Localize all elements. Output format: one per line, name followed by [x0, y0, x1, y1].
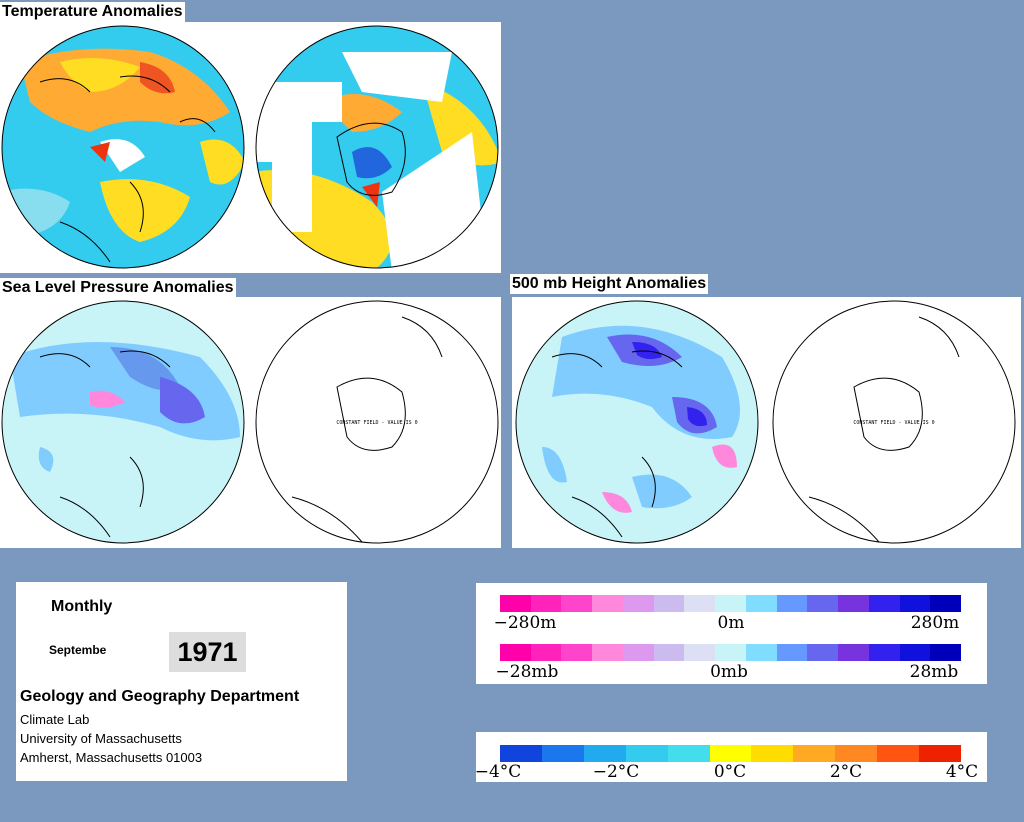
pressure-swatch-11 [838, 644, 869, 661]
height-swatch-6 [684, 595, 716, 612]
temp-label-2: 2°C [829, 762, 863, 782]
temperature-panel-title: Temperature Anomalies [0, 2, 185, 22]
temp-label-0: 0°C [713, 762, 747, 782]
slp-constant-field-text: CONSTANT FIELD - VALUE IS 0 [336, 420, 417, 426]
pressure-swatch-6 [684, 644, 716, 661]
temperature-swatch-7 [793, 745, 836, 762]
pressure-swatch-12 [868, 644, 900, 661]
pressure-max-label: 28mb [909, 662, 959, 682]
pressure-swatch-9 [776, 644, 808, 661]
temperature-swatch-1 [541, 745, 584, 762]
temperature-swatch-10 [919, 745, 961, 762]
height-swatch-1 [530, 595, 562, 612]
pressure-mid-label: 0mb [710, 662, 748, 682]
pressure-scale-labels: −28mb 0mb 28mb [476, 662, 987, 682]
temperature-swatch-4 [667, 745, 710, 762]
temperature-panel [0, 22, 501, 273]
height-swatch-7 [715, 595, 746, 612]
temperature-swatch-3 [625, 745, 668, 762]
height-mid-label: 0m [717, 613, 745, 633]
height-swatch-3 [592, 595, 623, 612]
pressure-swatch-7 [715, 644, 746, 661]
pressure-color-bar [500, 644, 962, 661]
lab-label: Climate Lab [20, 712, 90, 727]
pressure-swatch-5 [653, 644, 685, 661]
pressure-swatch-4 [622, 644, 654, 661]
temperature-color-bar [500, 745, 961, 762]
pressure-swatch-10 [807, 644, 839, 661]
height500-northern-hemisphere-map [515, 300, 759, 544]
height500-constant-field-text: CONSTANT FIELD - VALUE IS 0 [853, 420, 934, 426]
address-label: Amherst, Massachusetts 01003 [20, 750, 203, 765]
year-label: 1971 [169, 632, 246, 672]
temperature-southern-hemisphere-map [255, 25, 499, 269]
temp-label-4: 4°C [945, 762, 979, 782]
pressure-swatch-3 [592, 644, 623, 661]
height-swatch-12 [868, 595, 900, 612]
info-box: Monthly Septembe 1971 Geology and Geogra… [16, 582, 347, 781]
height-swatch-11 [838, 595, 869, 612]
slp-northern-hemisphere-map [1, 300, 245, 544]
height500-panel-title: 500 mb Height Anomalies [510, 274, 709, 294]
month-label: Septembe [49, 643, 107, 657]
pressure-swatch-8 [745, 644, 777, 661]
temperature-swatch-5 [709, 745, 752, 762]
height-min-label: −280m [493, 613, 557, 633]
pressure-swatch-13 [899, 644, 931, 661]
university-label: University of Massachusetts [20, 731, 182, 746]
temperature-swatch-6 [751, 745, 794, 762]
height500-southern-hemisphere-map: CONSTANT FIELD - VALUE IS 0 [772, 300, 1016, 544]
pressure-swatch-14 [930, 644, 962, 661]
height-swatch-2 [561, 595, 593, 612]
slp-panel-title: Sea Level Pressure Anomalies [0, 278, 236, 298]
height-swatch-8 [745, 595, 777, 612]
temperature-swatch-8 [835, 745, 878, 762]
height-swatch-14 [930, 595, 962, 612]
temperature-swatch-9 [877, 745, 920, 762]
height-scale-labels: −280m 0m 280m [476, 613, 987, 633]
height-swatch-5 [653, 595, 685, 612]
temperature-northern-hemisphere-map [1, 25, 245, 269]
temperature-legend: −4°C −2°C 0°C 2°C 4°C [474, 732, 987, 782]
period-label: Monthly [51, 598, 113, 615]
height-max-label: 280m [910, 613, 960, 633]
height-swatch-9 [776, 595, 808, 612]
height-swatch-0 [500, 595, 531, 612]
pressure-swatch-2 [561, 644, 593, 661]
pressure-swatch-0 [500, 644, 531, 661]
temp-label-neg4: −4°C [474, 762, 522, 782]
pressure-swatch-1 [530, 644, 562, 661]
anomaly-legend: −280m 0m 280m −28mb 0mb 28mb [476, 583, 987, 684]
height-swatch-4 [622, 595, 654, 612]
height-swatch-13 [899, 595, 931, 612]
pressure-min-label: −28mb [495, 662, 559, 682]
slp-southern-hemisphere-map: CONSTANT FIELD - VALUE IS 0 [255, 300, 499, 544]
temp-label-neg2: −2°C [592, 762, 640, 782]
temperature-swatch-2 [583, 745, 626, 762]
height500-panel: CONSTANT FIELD - VALUE IS 0 [512, 297, 1021, 548]
slp-panel: CONSTANT FIELD - VALUE IS 0 [0, 297, 501, 548]
temperature-swatch-0 [500, 745, 542, 762]
department-label: Geology and Geography Department [20, 688, 300, 705]
temperature-scale-labels: −4°C −2°C 0°C 2°C 4°C [474, 762, 987, 782]
height-swatch-10 [807, 595, 839, 612]
height-color-bar [500, 595, 962, 612]
